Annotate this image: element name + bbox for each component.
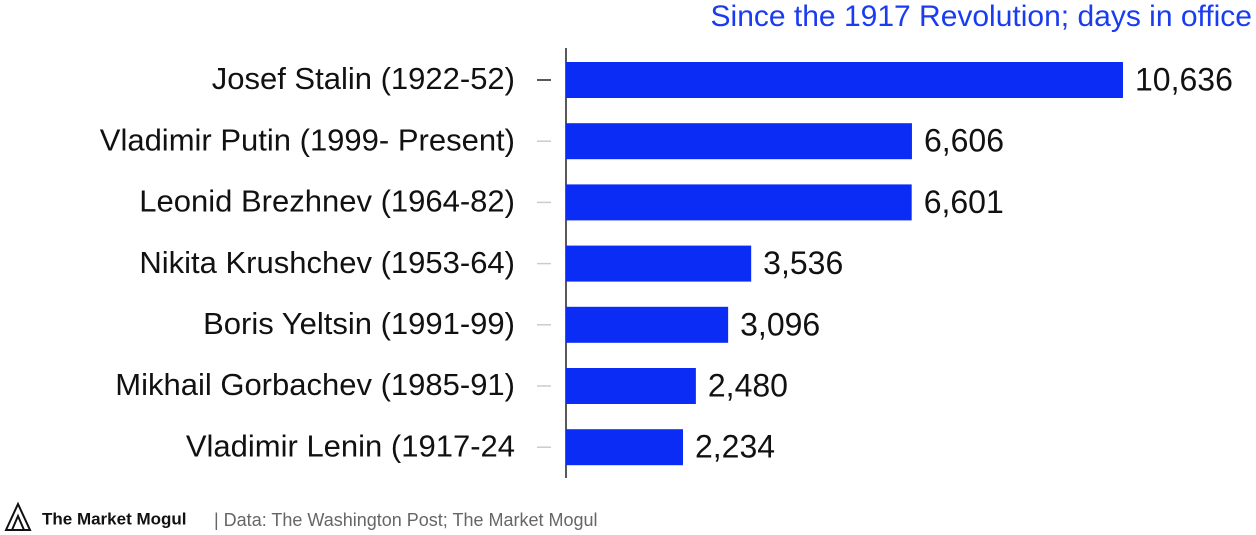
bar <box>566 123 912 160</box>
value-label: 2,480 <box>708 367 788 403</box>
value-label: 3,096 <box>740 306 820 342</box>
bar <box>566 62 1123 98</box>
category-label: Vladimir Lenin (1917-24 <box>186 428 515 463</box>
brand-logo <box>4 501 32 531</box>
category-label: Leonid Brezhnev (1964-82) <box>139 184 515 219</box>
category-label: Nikita Krushchev (1953-64) <box>139 245 515 280</box>
bar <box>566 245 752 282</box>
category-label: Josef Stalin (1922-52) <box>212 61 515 96</box>
category-label: Boris Yeltsin (1991-99) <box>203 306 515 341</box>
value-label: 6,601 <box>924 184 1004 220</box>
value-label: 10,636 <box>1135 61 1233 97</box>
category-label: Vladimir Putin (1999- Present) <box>100 122 515 157</box>
bar <box>566 184 912 221</box>
brand: The Market Mogul <box>42 509 187 528</box>
bar <box>566 368 696 404</box>
source: | Data: The Washington Post; The Market … <box>214 510 598 530</box>
value-label: 3,536 <box>763 245 843 281</box>
bar <box>566 306 729 343</box>
value-label: 2,234 <box>695 429 775 465</box>
value-label: 6,606 <box>924 123 1004 159</box>
chart-subtitle: Since the 1917 Revolution; days in offic… <box>711 0 1252 33</box>
bar <box>566 429 683 466</box>
category-label: Mikhail Gorbachev (1985-91) <box>115 367 515 402</box>
